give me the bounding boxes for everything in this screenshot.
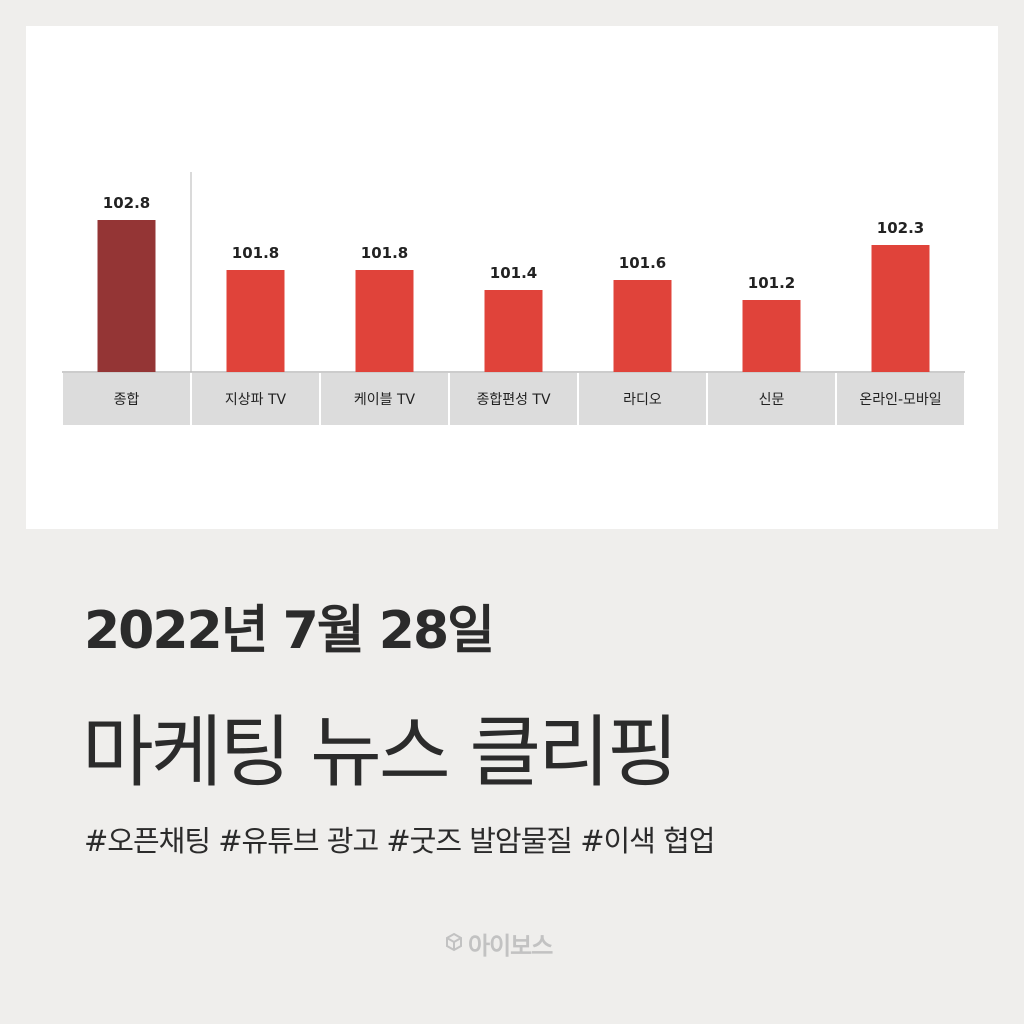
category-cell	[321, 373, 448, 425]
category-label: 신문	[759, 392, 785, 408]
chart-card: 102.8 종합 101.8 지상파 TV 101.8 케이블 TV 101.4 종합편성 T…	[26, 26, 998, 529]
data-label: 101.4	[490, 264, 537, 282]
data-label: 101.8	[361, 244, 408, 262]
category-label: 케이블 TV	[354, 392, 416, 408]
bar	[742, 300, 801, 372]
data-label: 101.6	[619, 254, 666, 272]
category-label: 온라인-모바일	[859, 392, 941, 408]
category-cell	[708, 373, 835, 425]
headline-date: 2022년 7월 28일	[84, 601, 495, 661]
category-cell	[192, 373, 319, 425]
bar-chart: 102.8 종합 101.8 지상파 TV 101.8 케이블 TV 101.4 종합편성 T…	[62, 172, 965, 425]
category-label: 종합	[114, 392, 140, 408]
data-label: 102.3	[877, 219, 924, 237]
bar	[226, 270, 285, 372]
category-cell	[579, 373, 706, 425]
category-cell	[63, 373, 190, 425]
data-label: 101.2	[748, 274, 795, 292]
category-cell	[450, 373, 577, 425]
bar	[613, 280, 672, 372]
data-label: 102.8	[103, 194, 150, 212]
hashtags: #오픈채팅 #유튜브 광고 #굿즈 발암물질 #이색 협업	[84, 824, 715, 858]
bar	[97, 220, 156, 372]
data-label: 101.8	[232, 244, 279, 262]
page-title: 마케팅 뉴스 클리핑	[82, 708, 679, 798]
brand-name: 아이보스	[468, 932, 553, 960]
category-cell	[837, 373, 964, 425]
brand-logo: 아이보스	[444, 926, 553, 961]
bar	[484, 290, 543, 372]
bar	[871, 245, 930, 372]
cube-icon	[444, 932, 464, 956]
bar	[355, 270, 414, 372]
category-label: 지상파 TV	[225, 392, 287, 408]
category-label: 라디오	[623, 392, 662, 408]
category-label: 종합편성 TV	[476, 392, 551, 408]
